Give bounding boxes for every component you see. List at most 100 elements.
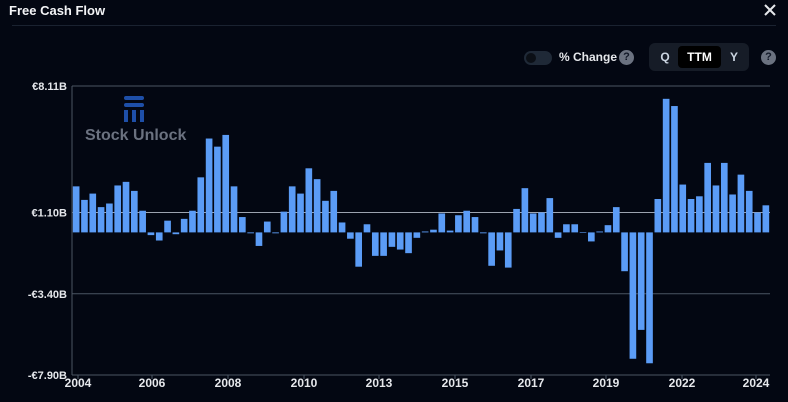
stock-unlock-logo-icon	[124, 96, 144, 122]
fcf-bar[interactable]	[704, 162, 711, 233]
fcf-bar[interactable]	[571, 224, 579, 233]
fcf-bar[interactable]	[430, 229, 437, 233]
fcf-bar[interactable]	[563, 224, 570, 233]
fcf-bar[interactable]	[662, 98, 670, 233]
fcf-bar[interactable]	[588, 232, 595, 242]
fcf-bar[interactable]	[172, 232, 180, 235]
fcf-bar[interactable]	[654, 199, 662, 233]
fcf-bar[interactable]	[596, 231, 603, 233]
header-divider	[12, 25, 776, 26]
fcf-bar[interactable]	[405, 232, 412, 254]
fcf-bar[interactable]	[197, 177, 205, 233]
fcf-bar[interactable]	[529, 213, 537, 233]
fcf-bar[interactable]	[155, 232, 163, 241]
grid-lines	[71, 85, 770, 376]
fcf-bar[interactable]	[263, 221, 271, 233]
fcf-bar[interactable]	[413, 232, 421, 238]
fcf-bar[interactable]	[89, 193, 97, 233]
fcf-bar[interactable]	[671, 106, 678, 233]
fcf-bar[interactable]	[637, 232, 645, 330]
fcf-bar[interactable]	[579, 232, 587, 233]
fcf-bar[interactable]	[745, 190, 753, 233]
fcf-bar[interactable]	[247, 232, 254, 234]
fcf-bar[interactable]	[72, 186, 80, 233]
fcf-bar[interactable]	[463, 210, 471, 233]
fcf-bar[interactable]	[139, 210, 146, 233]
fcf-bar[interactable]	[471, 217, 479, 233]
fcf-bar[interactable]	[737, 174, 745, 233]
fcf-bar[interactable]	[164, 220, 171, 233]
fcf-bar[interactable]	[396, 232, 404, 250]
fcf-bar[interactable]	[288, 186, 296, 233]
fcf-bar[interactable]	[446, 230, 454, 233]
fcf-bar[interactable]	[122, 181, 130, 233]
fcf-bar[interactable]	[297, 193, 304, 233]
fcf-bar[interactable]	[131, 190, 138, 233]
fcf-bar[interactable]	[496, 232, 504, 251]
segment-ttm-button[interactable]: TTM	[678, 46, 721, 68]
fcf-bar[interactable]	[322, 200, 329, 233]
fcf-bar[interactable]	[438, 213, 446, 233]
fcf-bar[interactable]	[421, 231, 429, 233]
fcf-bar[interactable]	[355, 232, 362, 267]
fcf-bar[interactable]	[363, 224, 371, 233]
fcf-bar[interactable]	[330, 190, 338, 233]
fcf-bar[interactable]	[338, 222, 346, 233]
fcf-bar[interactable]	[371, 232, 379, 256]
fcf-bar[interactable]	[313, 179, 321, 233]
fcf-bar[interactable]	[180, 218, 188, 233]
fcf-bar[interactable]	[222, 134, 230, 233]
fcf-bar[interactable]	[214, 146, 221, 233]
chart-help-icon[interactable]: ?	[761, 50, 776, 65]
percent-change-help-icon[interactable]: ?	[619, 50, 634, 65]
fcf-bar[interactable]	[720, 162, 728, 233]
fcf-bar[interactable]	[106, 203, 113, 233]
fcf-bar[interactable]	[513, 208, 520, 233]
fcf-bar[interactable]	[388, 232, 396, 247]
fcf-bar[interactable]	[612, 207, 620, 233]
fcf-bar[interactable]	[272, 232, 279, 234]
fcf-bar[interactable]	[205, 138, 213, 233]
close-icon[interactable]	[762, 2, 778, 18]
x-tick-label: 2004	[65, 376, 92, 390]
fcf-bar[interactable]	[554, 232, 562, 238]
fcf-bar[interactable]	[280, 211, 288, 233]
panel-title: Free Cash Flow	[9, 3, 106, 18]
percent-change-toggle[interactable]	[524, 51, 552, 65]
fcf-bar[interactable]	[480, 232, 487, 234]
fcf-bar[interactable]	[604, 225, 612, 233]
fcf-bar[interactable]	[762, 205, 770, 233]
fcf-bar[interactable]	[712, 185, 720, 233]
fcf-bar[interactable]	[679, 184, 687, 233]
fcf-bar[interactable]	[687, 199, 695, 233]
fcf-bar[interactable]	[629, 232, 637, 359]
fcf-bar[interactable]	[621, 232, 628, 272]
fcf-bar[interactable]	[230, 186, 238, 233]
y-tick-label: -€3.40B	[28, 289, 67, 301]
fcf-bar[interactable]	[114, 185, 122, 233]
fcf-bar[interactable]	[754, 212, 761, 233]
fcf-bar[interactable]	[538, 212, 545, 233]
fcf-bar[interactable]	[729, 194, 736, 233]
fcf-bar[interactable]	[521, 188, 529, 233]
fcf-bar[interactable]	[189, 210, 196, 233]
x-tick-label: 2008	[215, 376, 242, 390]
fcf-bar[interactable]	[239, 217, 246, 233]
fcf-bar[interactable]	[546, 198, 554, 233]
segment-q-button[interactable]: Q	[660, 50, 670, 64]
fcf-bar[interactable]	[255, 232, 263, 246]
fcf-bar[interactable]	[646, 232, 653, 364]
fcf-bar[interactable]	[488, 232, 495, 266]
segment-y-button[interactable]: Y	[729, 50, 738, 64]
fcf-bar[interactable]	[504, 232, 512, 268]
fcf-bar[interactable]	[380, 232, 387, 256]
fcf-bar[interactable]	[147, 232, 155, 236]
fcf-bar[interactable]	[81, 199, 88, 233]
fcf-bar[interactable]	[696, 196, 703, 233]
x-tick-label: 2024	[743, 376, 770, 390]
fcf-bar[interactable]	[305, 168, 313, 233]
fcf-bar[interactable]	[347, 232, 354, 239]
fcf-bar[interactable]	[455, 215, 462, 233]
fcf-bar[interactable]	[97, 207, 105, 233]
